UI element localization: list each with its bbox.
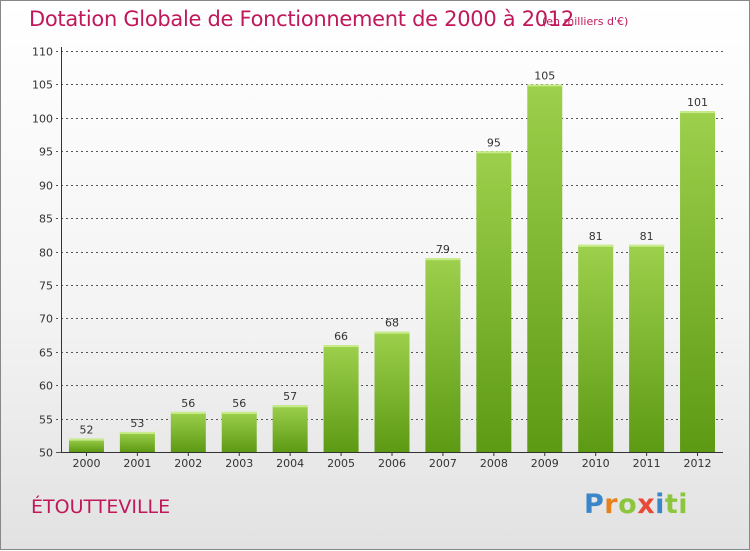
bars <box>68 84 716 453</box>
y-tick-label: 80 <box>39 247 53 260</box>
y-tick-label: 55 <box>39 414 53 427</box>
logo-letter: i <box>655 489 665 520</box>
y-tick-label: 70 <box>39 313 53 326</box>
bar-highlight <box>374 331 410 334</box>
y-tick-label: 95 <box>39 146 53 159</box>
labels: 50 55 60 65 70 75 80 85 90 95 100 105 110 52 2000 53 200… <box>32 46 712 471</box>
data-label: 57 <box>283 390 297 403</box>
bar-highlight <box>221 411 257 414</box>
x-tick-label: 2008 <box>480 457 508 470</box>
bar <box>323 345 359 452</box>
x-tick-label: 2004 <box>276 457 304 470</box>
data-label: 105 <box>534 69 555 82</box>
bar <box>170 411 206 452</box>
logo-letter: ti <box>664 489 689 520</box>
x-tick-label: 2005 <box>327 457 355 470</box>
bar <box>476 151 512 452</box>
town-name: ÉTOUTTEVILLE <box>31 496 171 518</box>
y-tick-label: 105 <box>32 79 53 92</box>
x-tick-label: 2000 <box>72 457 100 470</box>
data-label: 53 <box>130 417 144 430</box>
logo-letter: r <box>604 489 619 520</box>
proxiti-logo: Proxiti <box>584 489 688 520</box>
data-label: 52 <box>79 424 93 437</box>
x-tick-label: 2012 <box>684 457 712 470</box>
x-tick-label: 2003 <box>225 457 253 470</box>
bar <box>68 438 104 452</box>
data-label: 95 <box>487 136 501 149</box>
bar <box>221 411 257 452</box>
y-tick-label: 85 <box>39 213 53 226</box>
bar <box>425 258 461 452</box>
y-tick-label: 65 <box>39 347 53 360</box>
bar-highlight <box>68 438 104 441</box>
bar <box>374 331 410 452</box>
x-tick-label: 2010 <box>582 457 610 470</box>
data-label: 66 <box>334 330 348 343</box>
bar-highlight <box>323 345 359 348</box>
data-label: 56 <box>232 397 246 410</box>
data-label: 79 <box>436 243 450 256</box>
x-tick-label: 2002 <box>174 457 202 470</box>
x-tick-label: 2006 <box>378 457 406 470</box>
bar-highlight <box>425 258 461 261</box>
data-label: 81 <box>589 230 603 243</box>
bar <box>527 84 563 453</box>
unit-note: (en milliers d'€) <box>542 15 629 28</box>
chart-title: Dotation Globale de Fonctionnement de 20… <box>29 7 574 31</box>
x-tick-label: 2007 <box>429 457 457 470</box>
bar <box>578 244 614 452</box>
y-tick-label: 50 <box>39 447 53 460</box>
bar <box>629 244 665 452</box>
data-label: 68 <box>385 317 399 330</box>
y-tick-label: 75 <box>39 280 53 293</box>
x-tick-label: 2011 <box>633 457 661 470</box>
bar-highlight <box>119 431 155 434</box>
logo-letter: o <box>618 489 638 520</box>
bar <box>119 431 155 452</box>
bar-highlight <box>527 84 563 87</box>
y-tick-label: 110 <box>32 46 53 59</box>
bar-highlight <box>680 111 716 114</box>
x-tick-label: 2001 <box>123 457 151 470</box>
y-tick-label: 100 <box>32 113 53 126</box>
y-tick-label: 60 <box>39 380 53 393</box>
bar-highlight <box>476 151 512 154</box>
y-tick-label: 90 <box>39 180 53 193</box>
data-label: 81 <box>640 230 654 243</box>
bar-highlight <box>629 244 665 247</box>
bar-highlight <box>170 411 206 414</box>
bar-highlight <box>578 244 614 247</box>
data-label: 101 <box>687 96 708 109</box>
bar-highlight <box>272 405 308 408</box>
axes <box>61 47 723 456</box>
x-tick-label: 2009 <box>531 457 559 470</box>
data-label: 56 <box>181 397 195 410</box>
logo-letter: P <box>584 489 605 520</box>
logo-letter: x <box>637 489 656 520</box>
bar <box>680 111 716 453</box>
bar <box>272 405 308 452</box>
